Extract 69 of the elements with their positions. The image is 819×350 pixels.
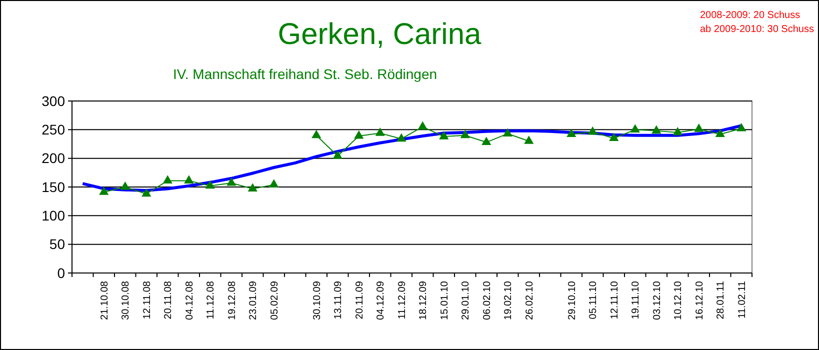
x-tick-label: 20.11.09 <box>354 280 366 320</box>
x-tick-label: 12.11.08 <box>142 280 153 320</box>
x-tick-label: 13.11.09 <box>333 280 344 320</box>
point <box>184 175 194 184</box>
point <box>142 188 152 197</box>
point <box>672 126 682 136</box>
point <box>396 133 406 142</box>
point <box>652 125 662 134</box>
x-tick-label: 18.12.09 <box>418 280 430 320</box>
text: 2008-2009: 20 Schuss <box>700 10 800 21</box>
x-tick-label: 19.12.08 <box>226 280 238 320</box>
point <box>460 130 470 138</box>
x-tick-label: 05.11.10 <box>588 280 600 320</box>
text: ab 2009-2010: 30 Schuss <box>700 24 814 35</box>
y-tick-label: 50 <box>49 236 66 252</box>
y-tick-label: 100 <box>42 208 66 224</box>
x-tick-label: 21.10.08 <box>99 280 110 320</box>
x-tick-label: 05.02.09 <box>269 280 280 320</box>
point <box>312 130 322 138</box>
x-tick-label: 28.01.11 <box>716 280 727 320</box>
y-tick-label: 250 <box>42 122 66 138</box>
chart-subtitle: IV. Mannschaft freihand St. Seb. Rödingen <box>172 66 438 82</box>
x-tick-label: 12.11.10 <box>609 280 620 320</box>
x-tick-label: 11.12.08 <box>206 280 217 320</box>
point <box>162 175 172 184</box>
point <box>524 136 534 144</box>
point <box>332 150 342 159</box>
point <box>694 124 704 132</box>
y-tick-label: 150 <box>42 178 66 195</box>
y-tick-label: 300 <box>42 92 66 109</box>
x-tick-label: 11.02.11 <box>736 280 748 318</box>
x-tick-label: 19.11.10 <box>630 280 642 320</box>
x-tick-label: 06.02.10 <box>482 280 493 320</box>
point <box>630 124 640 132</box>
point <box>715 128 725 138</box>
x-tick-label: 29.01.10 <box>460 280 472 320</box>
x-tick-label: 26.02.10 <box>524 280 536 320</box>
point <box>418 121 428 130</box>
x-tick-label: 20.11.08 <box>163 280 174 320</box>
y-tick-label: 0 <box>57 264 66 281</box>
x-tick-label: 23.01.09 <box>248 280 260 320</box>
point <box>248 183 258 192</box>
point <box>226 177 236 186</box>
point <box>502 128 512 136</box>
x-tick-label: 04.12.09 <box>376 280 387 320</box>
point <box>120 181 130 190</box>
x-tick-label: 11.12.09 <box>396 280 408 320</box>
x-tick-label: 29.10.10 <box>566 280 578 320</box>
point <box>736 122 746 132</box>
chart-title: Gerken, Carina <box>278 18 482 51</box>
x-tick-label: 04.12.08 <box>184 280 196 320</box>
point <box>566 128 576 138</box>
point <box>99 186 109 195</box>
point <box>439 131 449 140</box>
point <box>205 180 215 189</box>
point <box>354 130 364 139</box>
y-tick-label: 200 <box>42 150 66 166</box>
point <box>482 136 492 146</box>
point <box>609 132 619 142</box>
x-tick-label: 03.12.10 <box>652 280 663 320</box>
point <box>375 128 385 136</box>
x-tick-label: 16.12.10 <box>694 280 706 320</box>
x-tick-label: 30.10.09 <box>312 280 323 320</box>
x-tick-label: 30.10.08 <box>120 280 132 320</box>
point <box>588 126 598 135</box>
x-tick-label: 10.12.10 <box>673 280 684 320</box>
x-tick-label: 19.02.10 <box>503 280 514 320</box>
x-tick-label: 15.01.10 <box>439 280 450 320</box>
point <box>269 179 279 188</box>
